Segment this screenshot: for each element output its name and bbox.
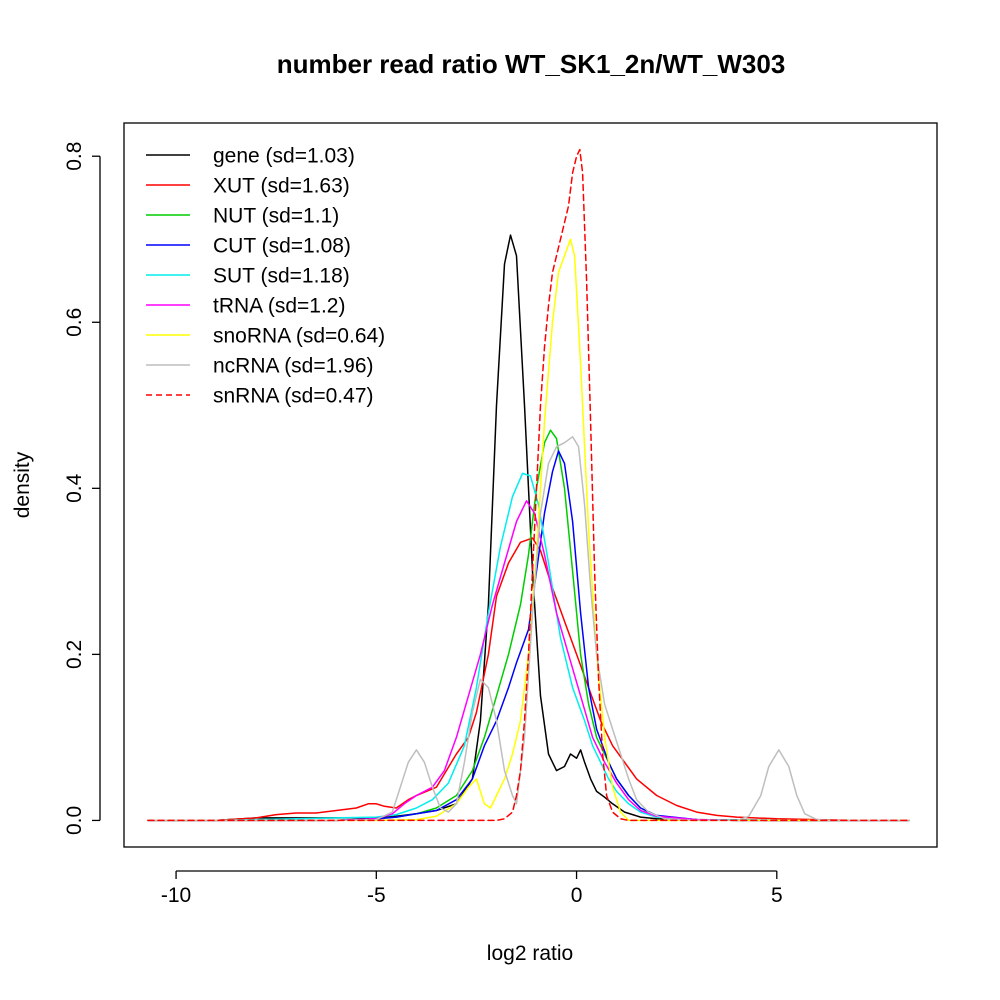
y-tick-label: 0.8 xyxy=(63,142,86,171)
x-axis-title: log2 ratio xyxy=(487,942,573,965)
series-layer xyxy=(147,148,910,822)
chart-title: number read ratio WT_SK1_2n/WT_W303 xyxy=(277,49,786,79)
legend-label-2: NUT (sd=1.1) xyxy=(213,205,339,228)
x-tick-label: 0 xyxy=(571,884,583,907)
series-line-1 xyxy=(147,537,910,822)
legend-label-6: snoRNA (sd=0.64) xyxy=(213,325,385,348)
series-line-4 xyxy=(147,472,910,822)
y-axis: 0.0 0.2 0.4 0.6 0.8 xyxy=(63,142,101,835)
y-tick-label: 0.4 xyxy=(63,473,86,503)
legend-label-3: CUT (sd=1.08) xyxy=(213,235,351,258)
legend-label-0: gene (sd=1.03) xyxy=(213,145,355,168)
series-line-3 xyxy=(147,450,910,822)
legend-label-1: XUT (sd=1.63) xyxy=(213,175,350,198)
legend: gene (sd=1.03) XUT (sd=1.63) NUT (sd=1.1) C… xyxy=(146,145,385,408)
x-tick-label: 5 xyxy=(771,884,783,907)
series-line-7 xyxy=(147,436,910,822)
series-line-8 xyxy=(147,148,910,822)
x-tick-label: -5 xyxy=(367,884,386,907)
series-line-5 xyxy=(147,500,910,822)
legend-label-4: SUT (sd=1.18) xyxy=(213,265,350,288)
y-tick-label: 0.0 xyxy=(63,806,86,835)
y-tick-label: 0.6 xyxy=(63,308,86,337)
x-tick-label: -10 xyxy=(161,884,191,907)
legend-label-8: snRNA (sd=0.47) xyxy=(213,385,374,408)
legend-label-7: ncRNA (sd=1.96) xyxy=(213,355,374,378)
plot-frame xyxy=(123,122,938,848)
series-line-0 xyxy=(147,234,910,822)
legend-label-5: tRNA (sd=1.2) xyxy=(213,295,345,318)
x-axis: -10 -5 0 5 xyxy=(161,870,783,907)
series-line-6 xyxy=(147,238,910,822)
y-tick-label: 0.2 xyxy=(63,640,86,669)
y-axis-title: density xyxy=(11,451,34,518)
